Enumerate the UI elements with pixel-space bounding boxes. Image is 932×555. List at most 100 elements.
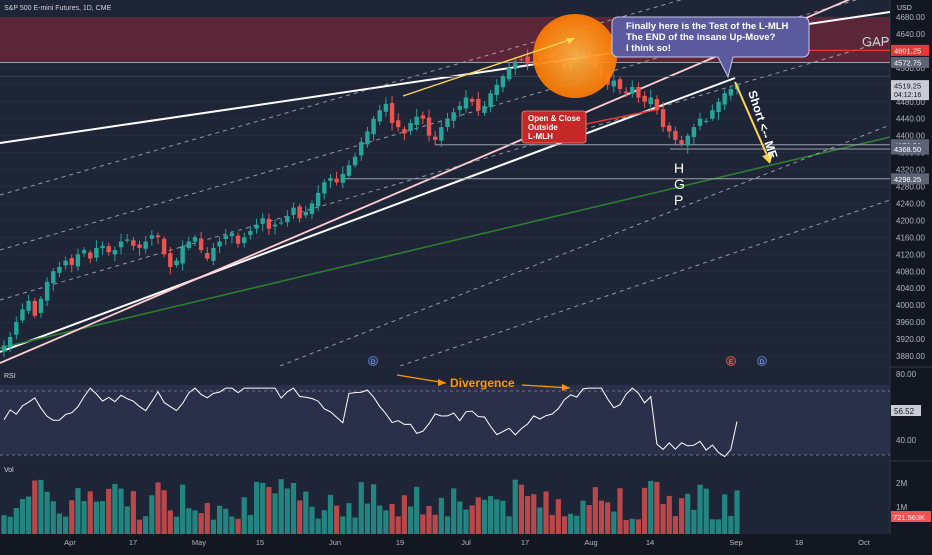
volume-bar: [444, 516, 451, 534]
candle-body: [716, 101, 721, 113]
candle-body: [20, 309, 25, 321]
volume-bar: [278, 479, 284, 534]
candle-body: [124, 239, 130, 241]
volume-bar: [629, 518, 635, 534]
time-tick-label: Oct: [858, 538, 871, 547]
candle-body: [697, 118, 703, 126]
volume-bar: [561, 516, 568, 534]
candle-body: [217, 241, 222, 247]
volume-bar: [204, 503, 210, 534]
price-tick-label: 4040.00: [896, 284, 925, 293]
vol-value: 721.563K: [893, 513, 925, 522]
volume-bar: [494, 499, 500, 534]
price-badge: [891, 143, 929, 155]
candle-body: [383, 103, 389, 112]
divergence-label: Divergence: [450, 376, 515, 390]
candle-body: [408, 122, 413, 131]
candle-body: [291, 207, 296, 215]
candle-body: [445, 118, 450, 128]
candle-body: [297, 206, 302, 219]
candle-body: [494, 84, 499, 95]
volume-bar: [709, 519, 715, 534]
red-pointer-line: [585, 109, 656, 125]
volume-bar: [167, 510, 173, 534]
rsi-tick-40: 40.00: [896, 436, 917, 445]
price-tick-label: 4400.00: [896, 132, 925, 141]
volume-bar: [506, 516, 512, 534]
candle-body: [63, 260, 68, 266]
candle-body: [660, 109, 666, 128]
volume-bar: [297, 500, 303, 534]
candle-body: [432, 136, 438, 140]
candle-body: [285, 216, 290, 223]
dividend-marker-1[interactable]: D: [368, 356, 378, 367]
candle-body: [642, 95, 647, 102]
candle-body: [205, 253, 210, 259]
dividend-marker-2[interactable]: D: [757, 356, 767, 367]
candle-body: [636, 86, 641, 98]
candle-body: [155, 235, 161, 238]
green-trendline: [0, 136, 890, 349]
volume-bar: [364, 503, 371, 534]
volume-bar: [728, 516, 734, 534]
volume-bar: [623, 519, 629, 534]
price-tick-label: 4160.00: [896, 233, 925, 242]
volume-bar: [592, 487, 598, 534]
dashed-parallel: [279, 124, 890, 366]
volume-bar: [389, 503, 395, 534]
volume-bar: [401, 495, 407, 534]
gap-label: GAP: [862, 34, 889, 49]
price-badge: [891, 56, 929, 68]
candle-body: [482, 105, 487, 113]
volume-bar: [87, 491, 93, 534]
vol-value-badge: [891, 511, 931, 522]
candle-body: [174, 260, 179, 266]
candle-body: [685, 135, 690, 146]
time-tick-label: Jun: [329, 538, 341, 547]
volume-bar: [407, 506, 414, 534]
volume-bar: [309, 506, 315, 534]
candle-body: [309, 203, 315, 214]
time-tick-label: Jul: [461, 538, 471, 547]
volume-bar: [81, 501, 87, 534]
candle-body: [463, 97, 469, 109]
volume-bar: [26, 496, 32, 534]
time-axis[interactable]: Apr 17 May 15 Jun 19 Jul 17 Aug 14 Sep 18 Oct: [64, 538, 871, 547]
time-tick-label: 17: [521, 538, 529, 547]
volume-bar: [617, 488, 623, 534]
candle-body: [112, 250, 118, 255]
candle-body: [51, 271, 56, 284]
candle-body: [192, 237, 198, 242]
candle-body: [211, 247, 216, 261]
volume-bar: [451, 488, 457, 534]
volume-bar: [112, 483, 118, 534]
time-tick-label: 19: [396, 538, 404, 547]
volume-bar: [130, 491, 136, 534]
volume-bar: [260, 482, 266, 534]
volume-bar: [549, 514, 555, 534]
volume-bar: [118, 488, 124, 534]
callout-box[interactable]: Finally here is the Test of the L-MLH Th…: [611, 16, 810, 79]
earnings-marker[interactable]: E: [726, 356, 736, 367]
volume-bar: [488, 496, 494, 534]
price-tick-label: 4080.00: [896, 267, 925, 276]
candle-body: [439, 127, 444, 141]
volume-bar: [136, 519, 143, 534]
price-badge-value: 4298.25: [894, 175, 921, 184]
svg-text:E: E: [729, 360, 733, 366]
time-tick-label: 15: [256, 538, 264, 547]
candle-body: [26, 300, 31, 311]
price-tick-label: 4560.00: [896, 64, 925, 73]
volume-bar: [678, 498, 685, 534]
price-badge: [891, 44, 929, 56]
volume-bar: [210, 519, 217, 534]
red-note-box[interactable]: Open & Close Outside L-MLH: [521, 110, 587, 144]
volume-bar: [93, 501, 99, 534]
divergence-annotation: Divergence: [396, 374, 571, 391]
volume-bar: [722, 494, 728, 534]
candle-body: [143, 241, 148, 249]
volume-bar: [635, 519, 642, 534]
candle-body: [402, 128, 407, 134]
candle-body: [728, 89, 734, 96]
